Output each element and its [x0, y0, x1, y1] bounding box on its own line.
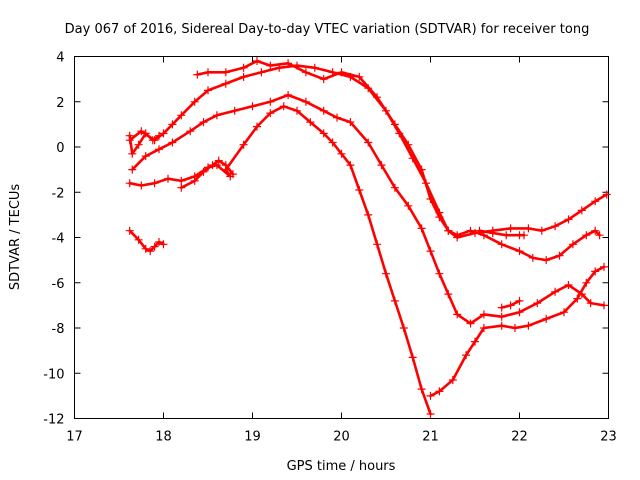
plus-markers	[426, 262, 608, 400]
plus-markers	[128, 91, 608, 328]
x-tick-label: 19	[244, 430, 261, 445]
x-tick-label: 21	[422, 430, 439, 445]
y-tick-label: 2	[56, 96, 64, 111]
x-tick-label: 18	[155, 430, 172, 445]
series-track-h	[125, 129, 163, 158]
series-track-f	[177, 156, 237, 192]
plus-markers	[193, 57, 604, 265]
chart-title: Day 067 of 2016, Sidereal Day-to-day VTE…	[65, 22, 590, 37]
series-track-b	[193, 57, 604, 265]
x-tick-label: 17	[66, 430, 83, 445]
y-tick-label: -2	[52, 186, 65, 201]
series-track-g	[125, 226, 168, 256]
x-tick-label: 20	[333, 430, 350, 445]
series-line	[429, 265, 606, 398]
y-tick-label: 4	[56, 51, 64, 66]
y-tick-label: -10	[43, 367, 64, 382]
plus-markers	[177, 156, 237, 192]
y-axis: 4 2 0 -2 -4 -6 -8 -10 -12	[43, 51, 609, 428]
plus-markers	[497, 296, 524, 312]
series-line	[128, 105, 432, 416]
plot-frame	[74, 56, 609, 419]
x-tick-label: 22	[511, 430, 528, 445]
x-tick-label: 23	[600, 430, 617, 445]
plus-markers	[125, 226, 168, 256]
series-line	[196, 59, 601, 262]
series-layer	[125, 57, 611, 418]
series-track-c	[128, 91, 608, 328]
plus-markers	[475, 226, 528, 240]
plus-markers	[125, 102, 435, 418]
x-axis: 17 18 19 20 21 22 23	[66, 56, 617, 445]
y-tick-label: -6	[52, 277, 65, 292]
series-track-j	[497, 296, 524, 312]
series-track-d	[125, 102, 435, 418]
series-line	[131, 93, 606, 325]
y-tick-label: -8	[52, 322, 65, 337]
y-axis-label: SDTVAR / TECUs	[8, 184, 23, 291]
y-tick-label: -12	[43, 413, 64, 428]
series-line	[478, 229, 526, 237]
y-tick-label: -4	[52, 232, 65, 247]
series-track-e	[426, 262, 608, 400]
plus-markers	[125, 129, 163, 158]
series-track-i	[475, 226, 528, 240]
x-axis-label: GPS time / hours	[287, 459, 396, 474]
y-tick-label: 0	[56, 141, 64, 156]
